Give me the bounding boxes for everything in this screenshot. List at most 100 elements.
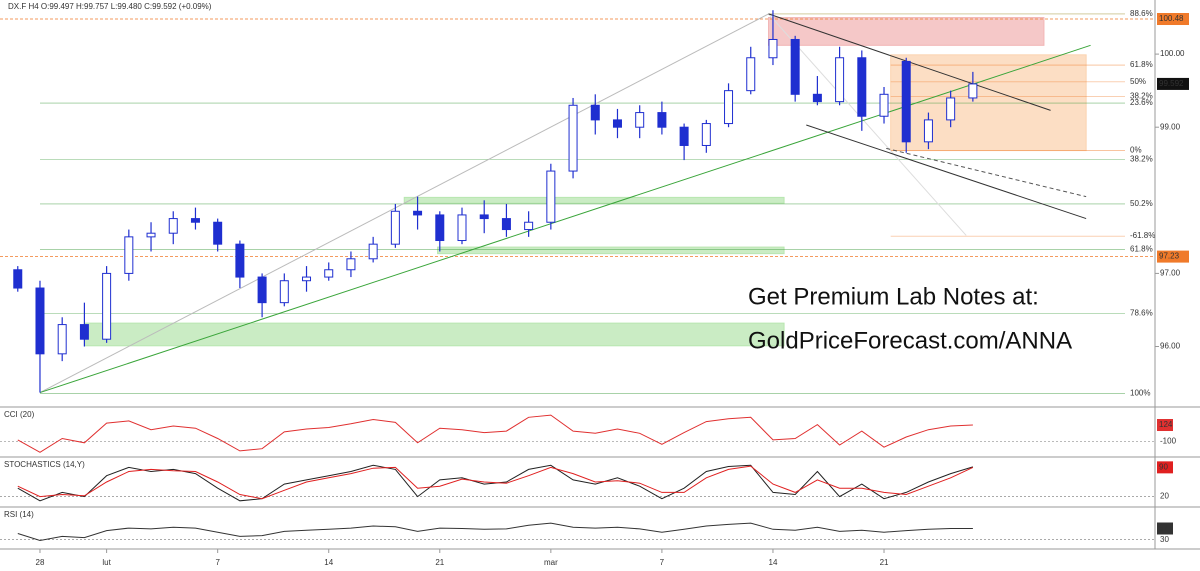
last-value-box [1157,461,1173,474]
price-marker-label: 100.48 [1159,14,1184,23]
candle-body [635,112,645,128]
candle-body [213,221,223,245]
price-marker [1157,77,1189,90]
fib-label: 0% [1130,146,1142,155]
x-tick-label: 28 [36,558,45,567]
candle-body [279,280,289,304]
zone [83,322,785,347]
fib-label: 100% [1130,388,1150,397]
zone [403,196,785,204]
candle-body [302,276,312,282]
zone [437,246,785,255]
candle-body [568,104,578,172]
x-tick-label: 14 [769,558,778,567]
price-marker [1157,250,1189,263]
candle-body [390,210,400,245]
panel-title: CCI (20) [4,410,35,419]
y-tick-label: 96.00 [1160,342,1181,351]
candle-body [524,221,534,231]
price-marker [1157,13,1189,26]
y-tick-label: 97.00 [1160,269,1181,278]
candle-body [457,214,467,242]
fib-label: -61.8% [1130,231,1155,240]
x-tick-label: 7 [215,558,220,567]
candle-body [13,269,23,289]
panel-title: RSI (14) [4,510,34,519]
zone [890,54,1087,152]
zone [768,17,1045,46]
fib-label: 88.6% [1130,9,1153,18]
candle-body [946,97,956,121]
candle-body [679,126,689,146]
candle-body [324,269,334,278]
candle-body [768,38,778,59]
x-tick-label: mar [544,558,558,567]
fib-label: 78.6% [1130,309,1153,318]
x-tick-label: 7 [660,558,665,567]
y-tick-label: -100 [1160,436,1177,445]
y-tick-label: 20 [1160,492,1169,501]
indicator-line [17,414,973,453]
candle-body [746,57,756,92]
candle-body [701,123,711,146]
candle-body [590,104,600,121]
indicator-line [17,465,974,500]
y-tick-label: 30 [1160,535,1169,544]
fib-label: 38.2% [1130,92,1153,101]
fib-label: 50.2% [1130,199,1153,208]
candle-body [835,57,845,103]
trend-line [768,13,967,236]
trend-line [806,124,1087,220]
candle-body [479,214,489,220]
candle-body [102,272,112,340]
last-value-box [1157,522,1173,535]
indicator-line [17,522,973,542]
fib-label: 61.8% [1130,244,1153,253]
candle-body [168,218,178,234]
last-value-label: 124 [1159,420,1173,429]
candle-body [35,287,45,355]
panel-title: STOCHASTICS (14,Y) [4,460,85,469]
last-value-box [1157,419,1173,432]
trend-line [886,147,1087,198]
x-tick-label: lut [102,558,111,567]
candle-body [146,232,156,238]
candle-body [857,57,867,117]
candle-body [612,119,622,128]
candle-body [413,210,423,216]
price-marker-label: 97.23 [1159,252,1180,261]
chart-title: DX.F H4 O:99.497 H:99.757 L:99.480 C:99.… [8,2,212,11]
candle-body [368,243,378,260]
price-marker-label: 99.592 [1159,79,1184,88]
annotation: Get Premium Lab Notes at: [748,283,1039,310]
last-value-label: 57 [1159,524,1168,533]
y-tick-label: 100.00 [1160,49,1185,58]
trend-line [39,44,1091,394]
candle-body [879,93,889,117]
annotation: GoldPriceForecast.com/ANNA [748,327,1072,354]
candle-body [790,38,800,95]
candle-body [724,90,734,125]
candle-body [346,258,356,271]
candle-body [79,324,89,340]
y-tick-label: 99.00 [1160,122,1181,131]
candle-body [124,236,134,274]
x-tick-label: 21 [435,558,444,567]
candle-body [923,119,933,143]
candle-body [657,112,667,128]
trend-line [39,13,769,394]
x-tick-label: 14 [324,558,333,567]
candle-body [57,324,67,355]
last-value-label: 90 [1159,462,1168,471]
candle-body [968,83,978,99]
candle-body [546,170,556,223]
fib-label: 61.8% [1130,60,1153,69]
candle-body [501,218,511,231]
candle-body [235,243,245,278]
fib-label: 38.2% [1130,154,1153,163]
x-tick-label: 21 [880,558,889,567]
candle-body [901,60,911,143]
candle-body [257,276,267,304]
fib-label: 23.6% [1130,98,1153,107]
